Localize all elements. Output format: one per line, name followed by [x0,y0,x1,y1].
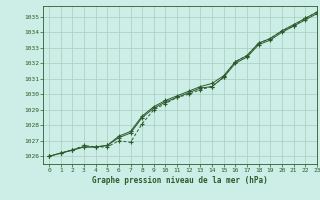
X-axis label: Graphe pression niveau de la mer (hPa): Graphe pression niveau de la mer (hPa) [92,176,268,185]
